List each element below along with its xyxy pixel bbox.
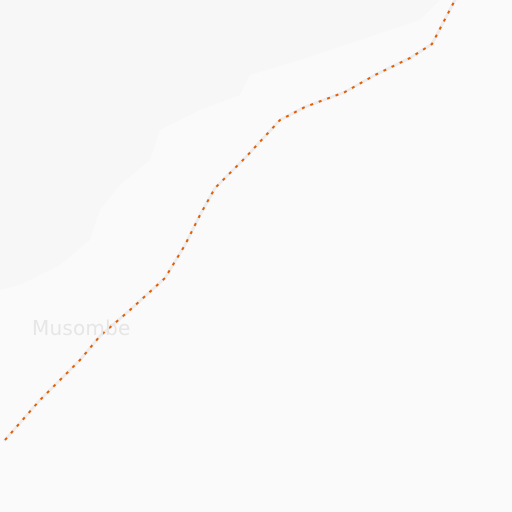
boundary-casing — [3, 0, 457, 442]
terrain-shade — [0, 0, 440, 290]
place-label: Musombe — [32, 316, 131, 340]
